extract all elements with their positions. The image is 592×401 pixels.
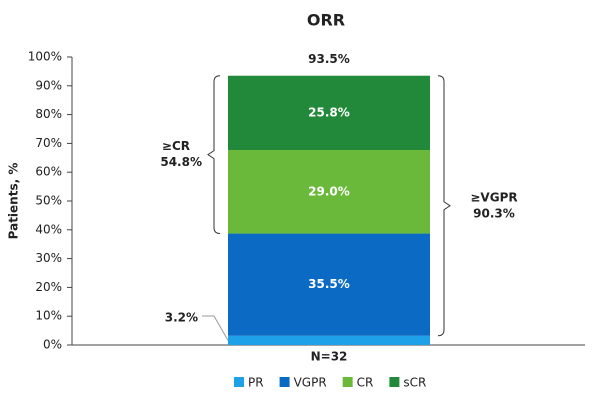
y-tick-label: 60% <box>35 165 62 179</box>
y-tick-label: 50% <box>35 194 62 208</box>
legend-swatch <box>389 377 400 387</box>
annotation-text: ≥VGPR <box>470 190 517 204</box>
legend-label: sCR <box>403 376 426 390</box>
y-tick-label: 70% <box>35 136 62 150</box>
annotation-value: 90.3% <box>473 206 515 220</box>
value-label: 25.8% <box>308 105 350 119</box>
bar-segment <box>228 335 430 345</box>
annotation-text: ≥CR <box>162 139 190 153</box>
annotation-value: 54.8% <box>160 155 202 169</box>
y-tick-label: 20% <box>35 280 62 294</box>
y-tick-label: 80% <box>35 107 62 121</box>
y-tick-label: 40% <box>35 222 62 236</box>
total-label: 93.5% <box>308 52 350 66</box>
y-tick-label: 10% <box>35 309 62 323</box>
bracket <box>207 75 221 235</box>
legend-label: PR <box>248 376 264 390</box>
chart-title: ORR <box>307 11 345 30</box>
bar-segment <box>228 75 430 151</box>
y-tick-label: 100% <box>28 50 62 64</box>
leader-line <box>202 315 229 341</box>
bar-segment <box>228 233 430 336</box>
legend-label: VGPR <box>294 376 327 390</box>
y-axis-label: Patients, % <box>7 163 21 240</box>
legend-swatch <box>342 377 353 387</box>
value-label: 29.0% <box>308 184 350 198</box>
value-label: 35.5% <box>308 277 350 291</box>
legend-swatch <box>234 377 244 387</box>
bar-segment <box>228 150 430 234</box>
legend-swatch <box>279 377 290 387</box>
y-tick-label: 0% <box>43 338 62 352</box>
legend-label: CR <box>357 376 374 390</box>
bracket <box>437 75 451 337</box>
value-label: 3.2% <box>165 311 198 325</box>
x-tick-label: N=32 <box>311 350 348 364</box>
y-tick-label: 30% <box>35 251 62 265</box>
y-tick-label: 90% <box>35 78 62 92</box>
